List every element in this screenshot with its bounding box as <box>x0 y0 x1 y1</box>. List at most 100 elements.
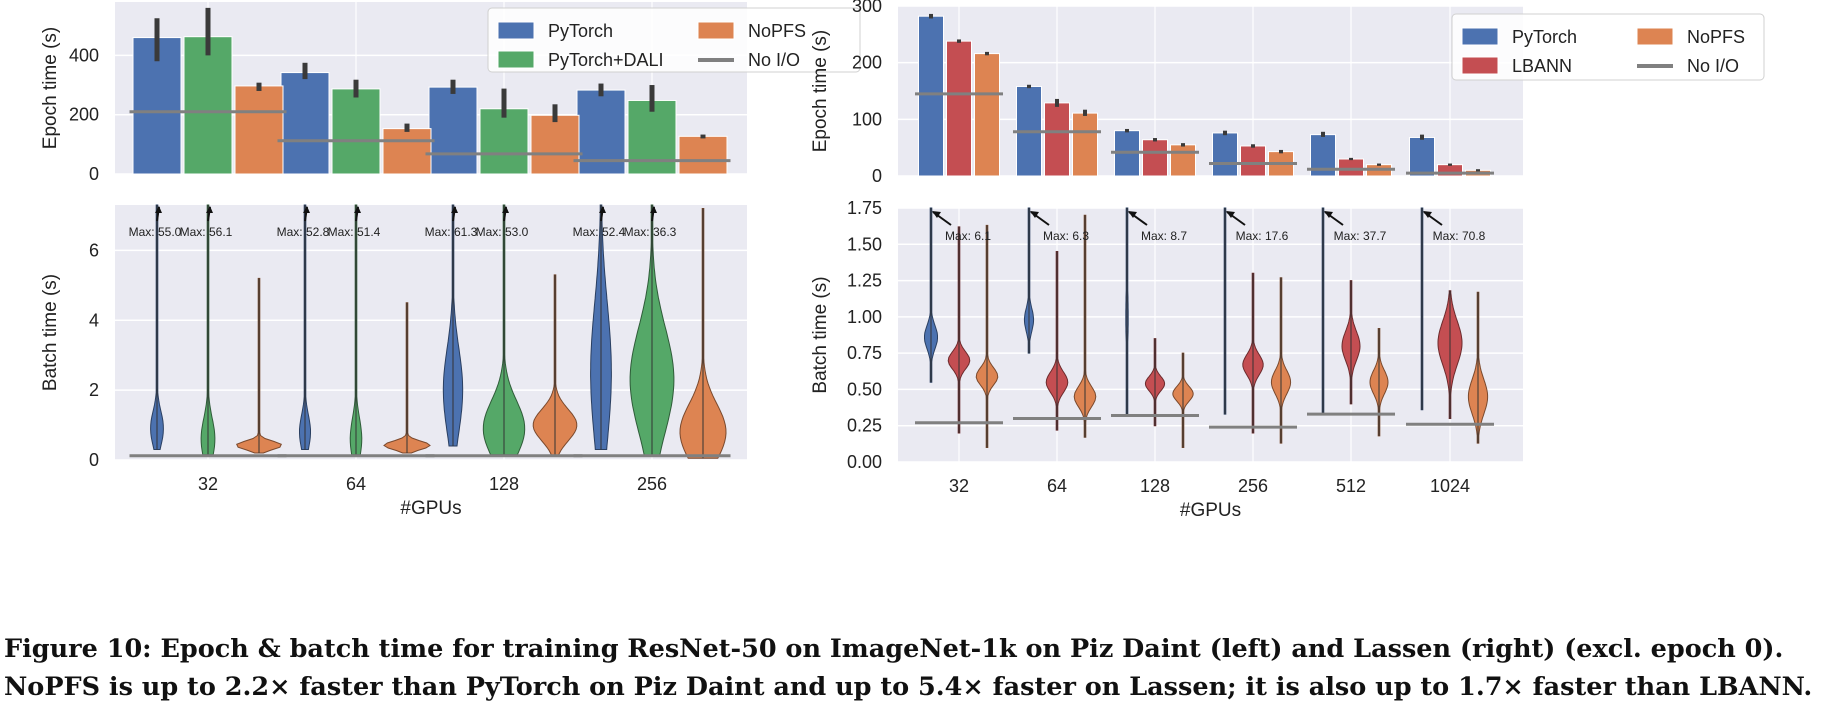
legend-label: No I/O <box>748 50 800 70</box>
legend-swatch-lbann <box>1461 56 1499 75</box>
max-label: Max: 61.3 <box>425 225 478 239</box>
y-tick-label: 2 <box>89 380 99 400</box>
y-tick-label: 0 <box>872 166 882 186</box>
x-tick-label: 32 <box>198 474 218 494</box>
x-tick-label: 1024 <box>1430 476 1470 496</box>
max-arrowhead <box>1423 211 1432 218</box>
max-label: Max: 17.6 <box>1236 229 1289 243</box>
bar-lbann-128 <box>1142 139 1168 177</box>
max-label: Max: 56.1 <box>180 225 233 239</box>
y-axis-label: Batch time (s) <box>810 276 831 393</box>
y-tick-label: 0 <box>89 450 99 470</box>
max-arrowhead <box>1324 211 1333 218</box>
legend-box <box>1451 13 1765 81</box>
y-tick-label: 400 <box>69 45 99 65</box>
bar-nopfs-256 <box>678 135 728 175</box>
max-label: Max: 8.7 <box>1141 229 1187 243</box>
max-arrowhead <box>1128 211 1137 218</box>
bar-pytorch-256 <box>1212 132 1238 177</box>
x-axis-label: #GPUs <box>400 498 461 519</box>
legend-swatch-nopfs <box>1636 27 1674 46</box>
x-tick-label: 128 <box>1140 476 1170 496</box>
bar-nopfs-32 <box>234 85 284 175</box>
legend-label: NoPFS <box>1687 27 1745 47</box>
max-label: Max: 6.3 <box>1043 229 1089 243</box>
max-arrowhead <box>354 206 361 213</box>
legend-label: PyTorch <box>548 21 613 41</box>
max-label: Max: 52.4 <box>573 225 626 239</box>
y-axis-label: Epoch time (s) <box>40 27 61 149</box>
x-tick-label: 256 <box>1238 476 1268 496</box>
y-tick-label: 200 <box>852 53 882 73</box>
y-tick-label: 1.75 <box>847 198 882 218</box>
max-label: Max: 53.0 <box>476 225 529 239</box>
legend-label: NoPFS <box>748 21 806 41</box>
caption-line-1: Figure 10: Epoch & batch time for traini… <box>4 634 1784 664</box>
x-tick-label: 256 <box>637 474 667 494</box>
max-arrowhead <box>1030 211 1039 218</box>
y-tick-label: 1.25 <box>847 271 882 291</box>
max-arrowhead <box>599 206 606 213</box>
max-label: Max: 70.8 <box>1433 229 1486 243</box>
max-arrowhead <box>650 206 657 213</box>
max-arrowhead <box>206 206 213 213</box>
bar-lbann-256 <box>1240 145 1266 177</box>
legend-label: PyTorch+DALI <box>548 50 664 70</box>
x-tick-label: 64 <box>346 474 366 494</box>
y-tick-label: 0 <box>89 164 99 184</box>
legend-label: No I/O <box>1687 56 1739 76</box>
max-label: Max: 52.8 <box>277 225 330 239</box>
legend-label: LBANN <box>1512 56 1572 76</box>
max-arrowhead <box>155 206 162 213</box>
legend-swatch-pytorchdali <box>497 50 535 69</box>
y-tick-label: 4 <box>89 310 99 330</box>
max-label: Max: 55.0 <box>129 225 182 239</box>
bar-pytorch-32 <box>918 15 944 177</box>
bar-nopfs-128 <box>1170 144 1196 177</box>
bar-lbann-64 <box>1044 102 1070 177</box>
bar-pytorchdali-64 <box>331 88 381 175</box>
x-tick-label: 64 <box>1047 476 1067 496</box>
figure-caption: Figure 10: Epoch & batch time for traini… <box>4 630 1824 706</box>
bar-pytorchdali-128 <box>479 108 529 175</box>
bar-lbann-32 <box>946 40 972 177</box>
y-tick-label: 0.25 <box>847 416 882 436</box>
y-tick-label: 0.75 <box>847 343 882 363</box>
bar-pytorch-128 <box>428 86 478 175</box>
caption-line-2: NoPFS is up to 2.2× faster than PyTorch … <box>4 672 1813 702</box>
max-label: Max: 51.4 <box>328 225 381 239</box>
max-label: Max: 36.3 <box>624 225 677 239</box>
max-arrowhead <box>303 206 310 213</box>
max-label: Max: 37.7 <box>1334 229 1387 243</box>
legend-box <box>487 7 861 73</box>
bar-nopfs-32 <box>974 53 1000 177</box>
y-tick-label: 200 <box>69 105 99 125</box>
bar-lbann-512 <box>1338 158 1364 177</box>
max-arrowhead <box>1226 211 1235 218</box>
bar-nopfs-128 <box>530 114 580 175</box>
max-label: Max: 6.1 <box>945 229 991 243</box>
y-tick-label: 0.00 <box>847 452 882 472</box>
max-arrowhead <box>502 206 509 213</box>
x-tick-label: 512 <box>1336 476 1366 496</box>
bar-pytorch-1024 <box>1409 136 1435 177</box>
bar-pytorch-64 <box>280 72 330 175</box>
legend-swatch-pytorch <box>1461 27 1499 46</box>
max-arrowhead <box>932 211 941 218</box>
x-axis-label: #GPUs <box>1180 500 1241 521</box>
bar-nopfs-64 <box>1072 112 1098 177</box>
legend-label: PyTorch <box>1512 27 1577 47</box>
y-axis-label: Epoch time (s) <box>810 30 831 152</box>
y-tick-label: 1.00 <box>847 307 882 327</box>
bar-pytorchdali-32 <box>183 36 233 175</box>
x-tick-label: 128 <box>489 474 519 494</box>
max-arrowhead <box>451 206 458 213</box>
y-tick-label: 1.50 <box>847 234 882 254</box>
bar-nopfs-64 <box>382 128 432 175</box>
y-tick-label: 6 <box>89 240 99 260</box>
x-tick-label: 32 <box>949 476 969 496</box>
y-axis-label: Batch time (s) <box>40 274 61 391</box>
y-tick-label: 100 <box>852 109 882 129</box>
legend-swatch-pytorch <box>497 21 535 40</box>
